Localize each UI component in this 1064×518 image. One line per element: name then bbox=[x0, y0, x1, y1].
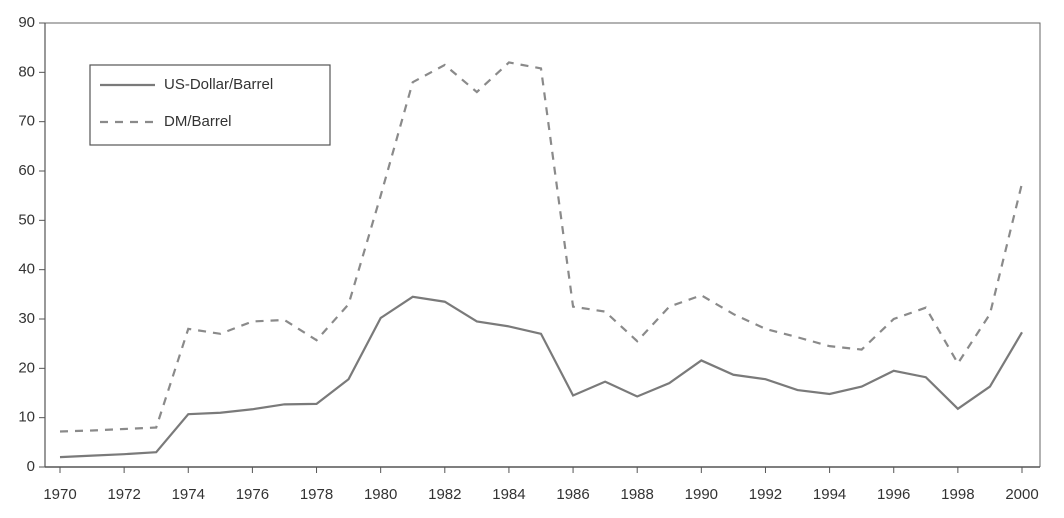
y-tick-label: 20 bbox=[18, 359, 35, 376]
series-line bbox=[59, 295, 1023, 459]
legend-box bbox=[89, 64, 331, 146]
series-line bbox=[59, 61, 1024, 433]
x-tick-label: 1992 bbox=[749, 486, 782, 503]
x-tick-label: 1988 bbox=[621, 486, 654, 503]
x-tick-label: 1980 bbox=[364, 486, 397, 503]
x-tick-label: 1996 bbox=[877, 486, 910, 503]
x-tick-label: 1984 bbox=[492, 486, 525, 503]
x-tick-label: 1978 bbox=[300, 486, 333, 503]
x-tick-label: 1990 bbox=[685, 486, 718, 503]
y-tick-label: 30 bbox=[18, 310, 35, 327]
x-tick-label: 2000 bbox=[1005, 486, 1038, 503]
x-tick-label: 1986 bbox=[556, 486, 589, 503]
x-tick-label: 1970 bbox=[43, 486, 76, 503]
x-tick-label: 1998 bbox=[941, 486, 974, 503]
y-tick-label: 10 bbox=[18, 409, 35, 426]
x-tick-label: 1976 bbox=[236, 486, 269, 503]
frame bbox=[45, 22, 1041, 467]
y-tick-label: 60 bbox=[18, 162, 35, 179]
legend-label: DM/Barrel bbox=[164, 113, 232, 130]
x-tick-label: 1982 bbox=[428, 486, 461, 503]
y-tick-label: 90 bbox=[18, 14, 35, 31]
y-tick-label: 0 bbox=[27, 458, 35, 475]
y-tick-label: 80 bbox=[18, 63, 35, 80]
legend-label: US-Dollar/Barrel bbox=[164, 76, 273, 93]
x-tick-label: 1974 bbox=[172, 486, 205, 503]
y-tick-label: 70 bbox=[18, 113, 35, 130]
x-tick-label: 1994 bbox=[813, 486, 846, 503]
x-tick-label: 1972 bbox=[107, 486, 140, 503]
y-tick-label: 40 bbox=[18, 261, 35, 278]
y-tick-label: 50 bbox=[18, 211, 35, 228]
